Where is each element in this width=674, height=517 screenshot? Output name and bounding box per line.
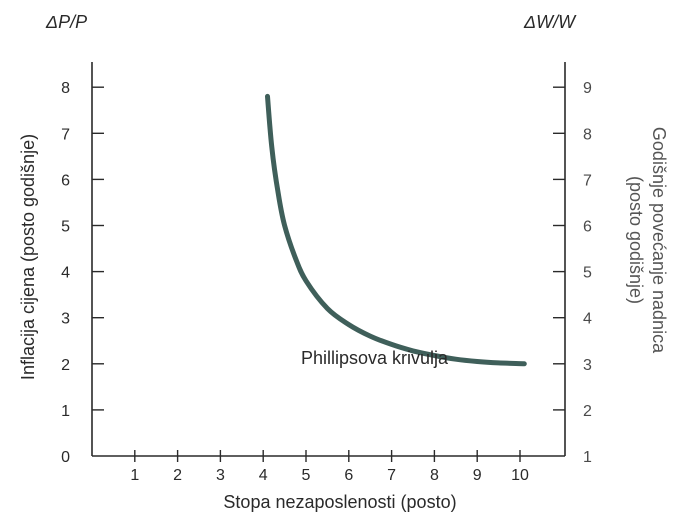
y2-tick-label: 5 [583,265,592,282]
y-tick-label: 2 [61,357,70,374]
x-tick-label: 7 [387,467,396,484]
y-tick-label: 6 [61,172,70,189]
curve-annotation: Phillipsova krivulja [301,348,449,368]
x-tick-label: 4 [259,467,268,484]
y-tick-label: 8 [61,80,70,97]
y2-tick-label: 9 [583,80,592,97]
y2-tick-label: 7 [583,172,592,189]
right-y-axis-title-line1: Godišnje povećanje nadnica [649,127,669,354]
y2-tick-label: 2 [583,403,592,420]
y2-tick-label: 3 [583,357,592,374]
left-y-ticks: 0 1 2 3 4 5 6 7 8 [61,80,104,466]
x-tick-label: 1 [130,467,139,484]
x-tick-label: 3 [216,467,225,484]
x-ticks: 1 2 3 4 5 6 7 8 9 10 [130,450,529,484]
left-axis-symbol: ΔP/P [45,12,87,32]
x-tick-label: 9 [473,467,482,484]
right-axis-symbol: ΔW/W [523,12,577,32]
phillips-curve-line [265,93,527,367]
x-tick-label: 8 [430,467,439,484]
y-tick-label: 0 [61,449,70,466]
y-tick-label: 3 [61,311,70,328]
x-tick-label: 10 [511,467,529,484]
x-axis-title: Stopa nezaposlenosti (posto) [223,492,456,512]
y2-tick-label: 6 [583,219,592,236]
y2-tick-label: 1 [583,449,592,466]
y-tick-label: 4 [61,265,70,282]
x-tick-label: 2 [173,467,182,484]
x-tick-label: 5 [302,467,311,484]
y2-tick-label: 4 [583,311,592,328]
left-y-axis-title: Inflacija cijena (posto godišnje) [18,134,38,380]
y-tick-label: 7 [61,126,70,143]
y2-tick-label: 8 [583,126,592,143]
y-tick-label: 1 [61,403,70,420]
right-y-ticks: 1 2 3 4 5 6 7 8 9 [553,80,592,466]
y-tick-label: 5 [61,219,70,236]
x-tick-label: 6 [344,467,353,484]
right-y-axis-title-line2: (posto godišnje) [626,176,646,304]
